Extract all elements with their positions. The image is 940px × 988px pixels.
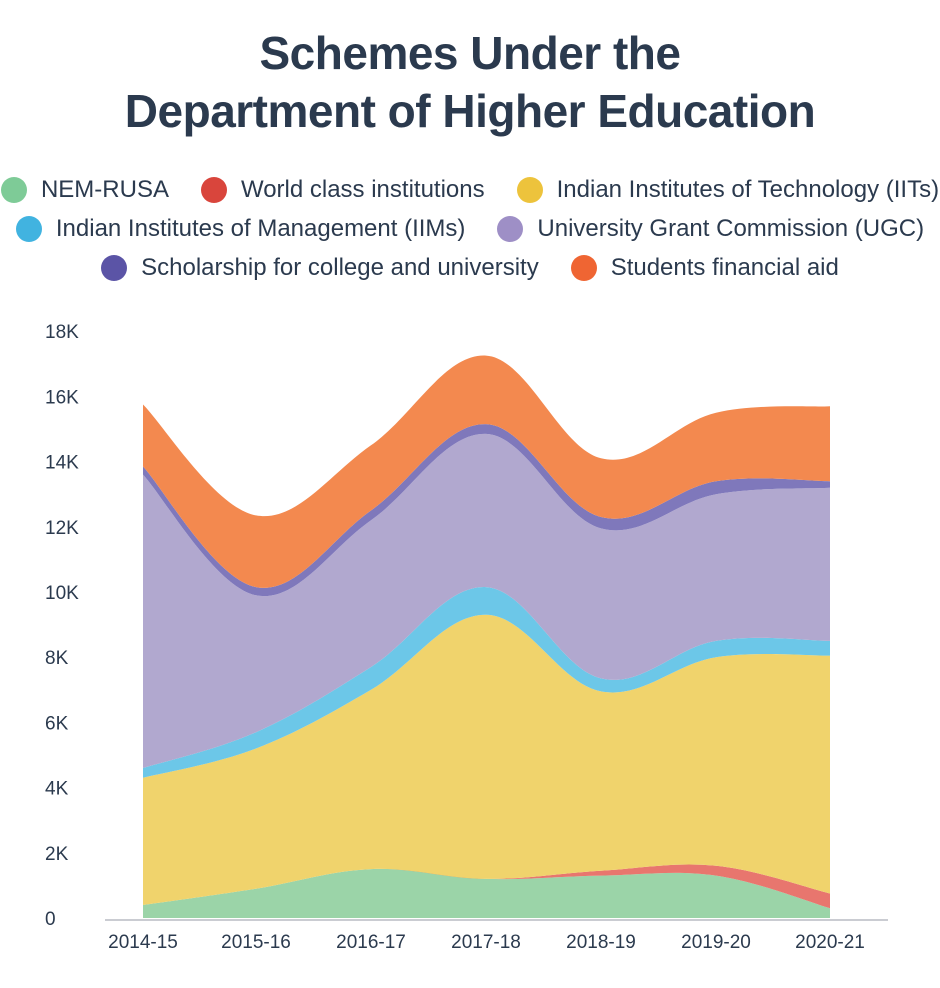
area-series-indian-institutes-of-technology-iits bbox=[143, 614, 830, 905]
legend-swatch bbox=[200, 176, 227, 203]
legend-row: Scholarship for college and university St… bbox=[0, 248, 940, 287]
y-tick-label: 14K bbox=[45, 453, 79, 474]
legend-item: Scholarship for college and university bbox=[101, 254, 539, 282]
y-tick-label: 12K bbox=[45, 518, 79, 539]
legend-item: NEM-RUSA bbox=[0, 175, 169, 204]
legend-label: Indian Institutes of Management (IIMs) bbox=[55, 214, 466, 242]
x-tick-label: 2016-17 bbox=[336, 932, 406, 953]
legend-swatch bbox=[570, 254, 597, 281]
legend-item: Indian Institutes of Technology (IITs) bbox=[516, 175, 940, 204]
legend-label: University Grant Commission (UGC) bbox=[537, 214, 925, 242]
y-tick-label: 16K bbox=[45, 387, 79, 408]
stacked-area-chart: 0 2K 4K 6K 8K 10K 12K 14K 16K 18K 2014-15 2015-16 20… bbox=[45, 322, 888, 953]
x-tick-label: 2019-20 bbox=[681, 932, 751, 953]
chart-legend: NEM-RUSA World class institutions Indian I… bbox=[0, 170, 940, 287]
legend-label: Scholarship for college and university bbox=[141, 253, 539, 281]
legend-swatch bbox=[0, 176, 27, 203]
legend-label: Students financial aid bbox=[610, 253, 839, 281]
legend-label: NEM-RUSA bbox=[40, 175, 169, 203]
legend-row: NEM-RUSA World class institutions Indian I… bbox=[0, 170, 940, 209]
legend-swatch bbox=[516, 176, 543, 203]
legend-label: World class institutions bbox=[240, 175, 485, 203]
legend-label: Indian Institutes of Technology (IITs) bbox=[556, 175, 940, 203]
area-series-indian-institutes-of-management-iims bbox=[143, 587, 830, 778]
x-tick-label: 2017-18 bbox=[451, 932, 521, 953]
legend-swatch bbox=[497, 215, 524, 242]
chart-title-line-2: Department of Higher Education bbox=[124, 85, 816, 137]
y-tick-label: 6K bbox=[45, 713, 69, 734]
x-tick-label: 2014-15 bbox=[108, 932, 178, 953]
chart-title-line-1: Schemes Under the bbox=[259, 27, 681, 79]
area-layers bbox=[143, 355, 830, 918]
x-tick-label: 2018-19 bbox=[566, 932, 636, 953]
legend-item: University Grant Commission (UGC) bbox=[497, 215, 924, 243]
legend-swatch bbox=[15, 215, 42, 242]
x-tick-label: 2020-21 bbox=[795, 932, 865, 953]
y-tick-label: 0 bbox=[45, 909, 56, 930]
chart-title: Schemes Under the Department of Higher E… bbox=[0, 24, 940, 140]
legend-item: Indian Institutes of Management (IIMs) bbox=[15, 214, 466, 243]
area-series-nem-rusa bbox=[143, 868, 830, 918]
legend-row: Indian Institutes of Management (IIMs) Un… bbox=[0, 209, 940, 248]
legend-swatch bbox=[101, 254, 128, 281]
y-tick-label: 18K bbox=[45, 322, 79, 343]
y-tick-label: 8K bbox=[45, 648, 69, 669]
area-series-university-grant-commission-ugc bbox=[143, 433, 830, 768]
x-tick-label: 2015-16 bbox=[221, 932, 291, 953]
y-tick-label: 10K bbox=[45, 583, 79, 604]
area-series-students-financial-aid bbox=[143, 355, 830, 588]
legend-item: Students financial aid bbox=[570, 253, 839, 282]
legend-item: World class institutions bbox=[200, 175, 485, 204]
y-tick-label: 2K bbox=[45, 844, 69, 865]
y-tick-label: 4K bbox=[45, 779, 69, 800]
